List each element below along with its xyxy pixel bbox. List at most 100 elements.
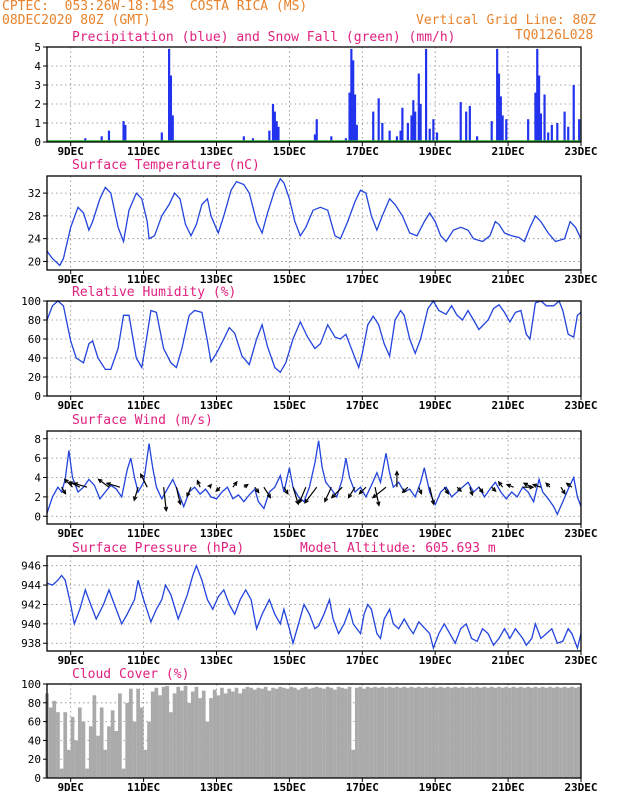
cloud-cover-bar xyxy=(573,687,578,778)
cloud-cover-bar xyxy=(88,726,93,778)
cloud-cover-xtick-label: 9DEC xyxy=(57,781,84,794)
precipitation-bar xyxy=(395,136,399,142)
wind-ytick-label: 0 xyxy=(34,510,41,523)
precipitation-bar xyxy=(534,92,537,142)
precipitation-bar xyxy=(251,138,255,142)
cloud-cover-bar xyxy=(362,688,366,778)
cloud-cover-bar xyxy=(205,721,210,778)
precipitation-bar xyxy=(271,104,275,142)
wind-arrow xyxy=(560,486,566,495)
precipitation-bar xyxy=(414,111,417,142)
wind-arrow xyxy=(358,486,367,495)
humidity-ytick-label: 100 xyxy=(21,295,41,308)
humidity-ytick-label: 0 xyxy=(34,390,41,403)
cloud-cover-bar xyxy=(256,687,261,778)
cloud-cover-bar xyxy=(489,686,494,778)
temperature-line xyxy=(46,177,582,267)
pressure-ytick-label: 940 xyxy=(21,618,41,631)
precipitation-bar xyxy=(424,48,428,142)
precipitation-bar xyxy=(388,130,391,142)
product-code: TQ0126L028 xyxy=(515,28,594,43)
precipitation-bar xyxy=(100,136,103,142)
wind-arrow xyxy=(478,486,484,494)
temperature-xtick-label: 21DEC xyxy=(492,273,525,286)
cloud-cover-bar xyxy=(457,687,461,778)
wind-arrow xyxy=(565,482,573,488)
wind-arrow xyxy=(456,486,462,493)
cloud-cover-bar xyxy=(293,687,297,778)
cloud-cover-title: Cloud Cover (%) xyxy=(72,667,189,682)
precipitation-bar xyxy=(160,132,163,142)
cloud-cover-xtick-label: 13DEC xyxy=(200,781,233,794)
cloud-cover-bar xyxy=(220,687,224,778)
precipitation-bar xyxy=(543,94,546,142)
temperature-title: Surface Temperature (nC) xyxy=(72,158,260,173)
precipitation-bar xyxy=(401,107,404,142)
cloud-cover-bar xyxy=(333,689,337,778)
cloud-cover-bar xyxy=(227,688,232,778)
cloud-cover-xtick-label: 23DEC xyxy=(564,781,597,794)
cloud-cover-bar xyxy=(431,686,436,778)
cloud-cover-bar xyxy=(190,691,195,778)
cloud-cover-bar xyxy=(198,698,202,778)
temperature-ytick-label: 20 xyxy=(28,255,41,268)
wind-arrow xyxy=(497,480,504,488)
cloud-cover-bar xyxy=(446,686,450,778)
humidity-xtick-label: 23DEC xyxy=(564,399,597,412)
precipitation-bar xyxy=(313,134,317,142)
cloud-cover-bar xyxy=(322,688,326,778)
precipitation-bar xyxy=(490,121,493,142)
cloud-cover-bar xyxy=(289,686,294,778)
cloud-cover-bar xyxy=(409,686,414,778)
precipitation-bar xyxy=(417,73,420,142)
wind-arrow xyxy=(243,483,249,489)
cloud-cover-bar xyxy=(340,687,345,778)
wind-xtick-label: 9DEC xyxy=(57,527,84,540)
wind-arrow xyxy=(186,486,192,498)
cloud-cover-bar xyxy=(85,768,89,778)
cloud-cover-bar xyxy=(540,686,545,778)
precipitation-bar xyxy=(242,136,245,142)
cloud-cover-bar xyxy=(365,686,370,778)
temperature-xtick-label: 9DEC xyxy=(57,273,84,286)
cloud-cover-bar xyxy=(413,687,418,778)
precipitation-xtick-label: 21DEC xyxy=(492,145,525,158)
precipitation-bar xyxy=(432,119,435,142)
cloud-cover-bar xyxy=(274,688,279,778)
wind-arrow xyxy=(63,478,73,488)
pressure-xtick-label: 17DEC xyxy=(346,654,379,667)
cloud-cover-ytick-label: 40 xyxy=(28,734,41,747)
pressure-xtick-label: 23DEC xyxy=(564,654,597,667)
cloud-cover-ytick-label: 80 xyxy=(28,697,41,710)
cloud-cover-bar xyxy=(482,686,487,778)
cloud-cover-xtick-label: 15DEC xyxy=(273,781,306,794)
cloud-cover-bar xyxy=(435,687,439,778)
cloud-cover-bar xyxy=(314,686,319,778)
wind-xtick-label: 11DEC xyxy=(127,527,160,540)
cloud-cover-bar xyxy=(562,686,567,778)
wind-arrow xyxy=(254,486,260,494)
pressure-xtick-label: 15DEC xyxy=(273,654,306,667)
wind-arrow xyxy=(531,483,542,488)
cloud-cover-bar xyxy=(529,687,534,778)
humidity-xtick-label: 17DEC xyxy=(346,399,379,412)
pressure-xtick-label: 21DEC xyxy=(492,654,525,667)
cloud-cover-bar xyxy=(460,686,465,778)
cloud-cover-bar xyxy=(194,686,199,778)
precipitation-bar xyxy=(547,132,550,142)
precipitation-title: Precipitation (blue) and Snow Fall (gree… xyxy=(72,30,456,45)
precipitation-bar xyxy=(372,111,375,142)
temperature-xtick-label: 11DEC xyxy=(127,273,160,286)
cloud-cover-bar xyxy=(278,686,283,778)
cloud-cover-bar xyxy=(548,686,552,778)
cloud-cover-bar xyxy=(249,687,253,778)
cloud-cover-bar xyxy=(351,749,356,778)
cloud-cover-bar xyxy=(438,686,443,778)
precipitation-bar xyxy=(381,123,384,142)
humidity-ytick-label: 60 xyxy=(28,333,41,346)
cloud-cover-bar xyxy=(96,735,100,778)
precipitation-bar xyxy=(465,111,468,142)
cloud-cover-ytick-label: 20 xyxy=(28,753,41,766)
cloud-cover-bar xyxy=(336,686,341,778)
temperature-ytick-label: 24 xyxy=(28,233,42,246)
